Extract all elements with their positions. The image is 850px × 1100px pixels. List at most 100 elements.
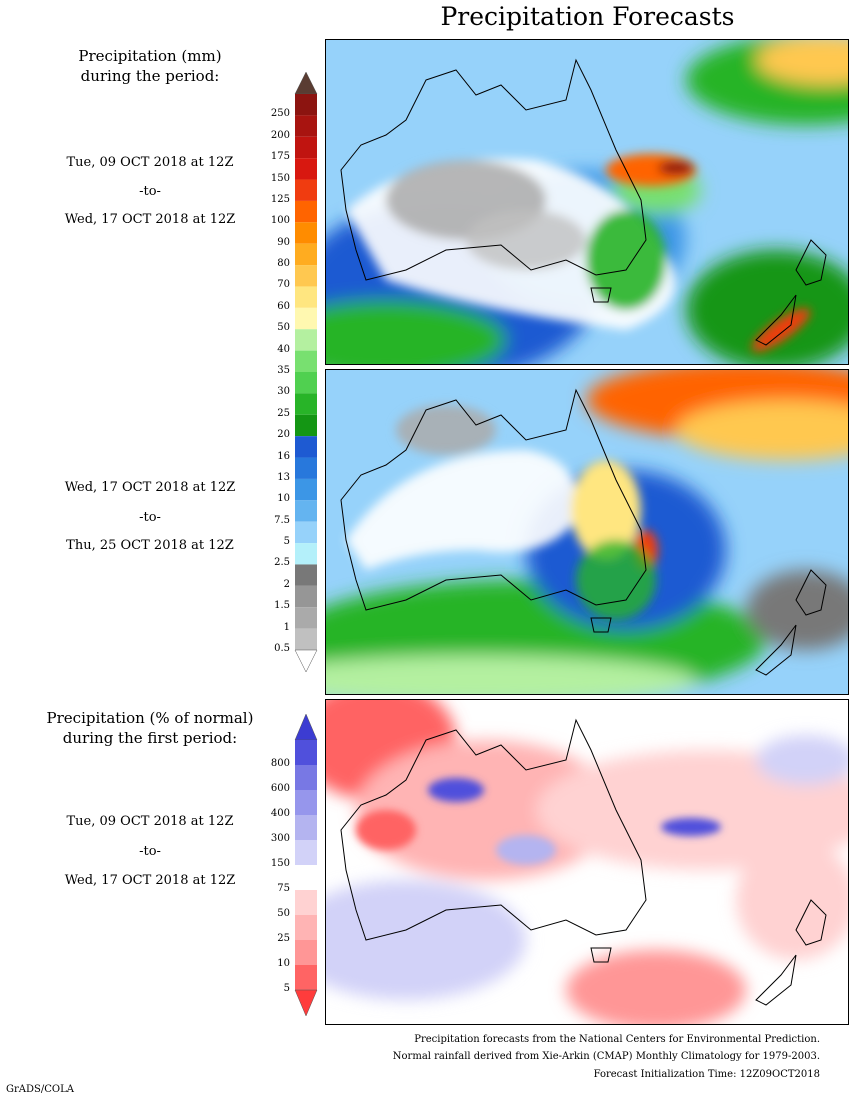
precip-colorbar-swatch (295, 521, 317, 544)
pct-colorbar-swatch (295, 915, 317, 940)
footer-line-1: Precipitation forecasts from the Nationa… (414, 1034, 820, 1045)
precip-colorbar-swatch (295, 222, 317, 244)
precip-colorbar-swatch (295, 393, 317, 415)
pct-header-line-1: Precipitation (% of normal) (46, 709, 254, 727)
percent-normal-map (326, 700, 848, 1024)
new-zealand-outline-percent (755, 899, 827, 1006)
pct-colorbar-swatch (295, 815, 317, 840)
precip-colorbar-label: 80 (277, 258, 290, 270)
period1-start: Tue, 09 OCT 2018 at 12Z (66, 155, 234, 170)
tasmania-outline-week1 (590, 287, 612, 303)
pct-colorbar-label: 5 (283, 983, 290, 994)
precip-colorbar-swatch (295, 372, 317, 394)
precip-colorbar-swatch (295, 628, 317, 650)
pct-colorbar-labels: 800 600 400 300 150 75 50 25 10 5 (250, 714, 292, 1016)
precip-colorbar-label: 175 (270, 151, 290, 163)
map-panel-percent (325, 699, 849, 1025)
precip-colorbar-label: 50 (277, 322, 290, 334)
pct-colorbar-label: 75 (277, 883, 290, 894)
pct-header-line-2: during the first period: (62, 729, 238, 747)
australia-outline-percent (340, 718, 647, 941)
precip-colorbar-label: 20 (277, 429, 290, 441)
period3-end: Wed, 17 OCT 2018 at 12Z (64, 873, 236, 888)
precip-colorbar-label: 13 (277, 471, 290, 483)
precip-colorbar-labels: 250 200 175 150 125 100 90 80 70 60 50 40 35 30 25 20 16… (250, 72, 292, 672)
precip-colorbar-label: 100 (270, 215, 290, 227)
precip-colorbar-swatch (295, 286, 317, 308)
pct-colorbar-swatch (295, 840, 317, 865)
precip-colorbar-label: 10 (277, 493, 290, 505)
tasmania-outline-week2 (590, 617, 612, 633)
precip-colorbar-label: 125 (270, 193, 290, 205)
precip-colorbar-label: 200 (270, 129, 290, 141)
precip-colorbar-label: 1 (283, 621, 290, 633)
precip-colorbar-label: 5 (283, 536, 290, 548)
pct-colorbar-bottom-arrow (294, 989, 318, 1017)
precip-colorbar-label: 7.5 (274, 514, 290, 526)
precip-colorbar-swatch (295, 457, 317, 479)
precip-map-week1 (326, 40, 848, 364)
precip-map-week2 (326, 370, 848, 694)
australia-outline-week1 (340, 58, 647, 281)
precip-colorbar-label: 25 (277, 407, 290, 419)
precip-colorbar-swatch (295, 585, 317, 608)
pct-colorbar-label: 300 (270, 833, 290, 844)
pct-colorbar-label: 600 (270, 783, 290, 794)
map-panel-week1 (325, 39, 849, 365)
precip-colorbar-label: 2 (283, 578, 290, 590)
pct-colorbar-swatch (295, 865, 317, 890)
pct-colorbar-graphic (294, 713, 318, 1017)
precip-colorbar-swatch (295, 115, 317, 137)
precip-colorbar-label: 2.5 (274, 557, 290, 569)
precip-colorbar-swatch (295, 200, 317, 223)
pct-colorbar-top-arrow (294, 713, 318, 741)
credit: GrADS/COLA (6, 1084, 74, 1095)
precip-colorbar-graphic (294, 71, 318, 673)
precip-colorbar-swatch (295, 265, 317, 287)
precip-colorbar-label: 0.5 (274, 643, 290, 654)
precip-colorbar-label: 60 (277, 300, 290, 312)
precip-colorbar-label: 90 (277, 236, 290, 248)
precip-colorbar-bottom-arrow (294, 649, 318, 673)
pct-colorbar-swatch (295, 965, 317, 990)
precip-colorbar-label: 1.5 (274, 600, 290, 612)
tasmania-outline-percent (590, 947, 612, 963)
pct-colorbar-swatch (295, 765, 317, 790)
precip-header-line-1: Precipitation (mm) (78, 47, 222, 65)
new-zealand-outline-week1 (755, 239, 827, 346)
australia-outline-week2 (340, 388, 647, 611)
precip-colorbar-swatch (295, 307, 317, 330)
pct-colorbar-label: 50 (277, 908, 290, 919)
period1-separator: -to- (139, 184, 161, 199)
precip-colorbar-swatch (295, 94, 317, 116)
pct-header: Precipitation (% of normal) during the f… (20, 708, 280, 748)
precip-colorbar-swatch (295, 564, 317, 586)
pct-colorbar-label: 150 (270, 858, 290, 869)
precip-colorbar-swatch (295, 158, 317, 180)
footer-line-2: Normal rainfall derived from Xie-Arkin (… (392, 1051, 820, 1062)
precip-colorbar-swatch (295, 179, 317, 201)
precip-colorbar-label: 30 (277, 386, 290, 398)
pct-colorbar-label: 400 (270, 808, 290, 819)
pct-colorbar (250, 713, 320, 1017)
pct-colorbar-swatch (295, 740, 317, 765)
period3-separator: -to- (139, 844, 161, 859)
page-title: Precipitation Forecasts (440, 2, 735, 31)
period2-separator: -to- (139, 510, 161, 525)
precip-colorbar-swatch (295, 543, 317, 565)
period2-start: Wed, 17 OCT 2018 at 12Z (64, 480, 236, 495)
period1-end: Wed, 17 OCT 2018 at 12Z (64, 212, 236, 227)
precip-colorbar-swatch (295, 243, 317, 266)
precip-colorbar-swatch (295, 436, 317, 458)
period2-end: Thu, 25 OCT 2018 at 12Z (66, 538, 234, 553)
precip-colorbar-swatch (295, 478, 317, 501)
pct-colorbar-label: 800 (270, 758, 290, 769)
precip-colorbar-top-arrow (294, 71, 318, 95)
precip-colorbar-swatch (295, 350, 317, 372)
precip-colorbar-swatch (295, 329, 317, 351)
precip-header-line-2: during the period: (80, 67, 220, 85)
precip-colorbar (250, 71, 320, 673)
pct-colorbar-label: 10 (277, 958, 290, 969)
precip-colorbar-swatch (295, 136, 317, 159)
precip-colorbar-label: 250 (270, 108, 290, 120)
